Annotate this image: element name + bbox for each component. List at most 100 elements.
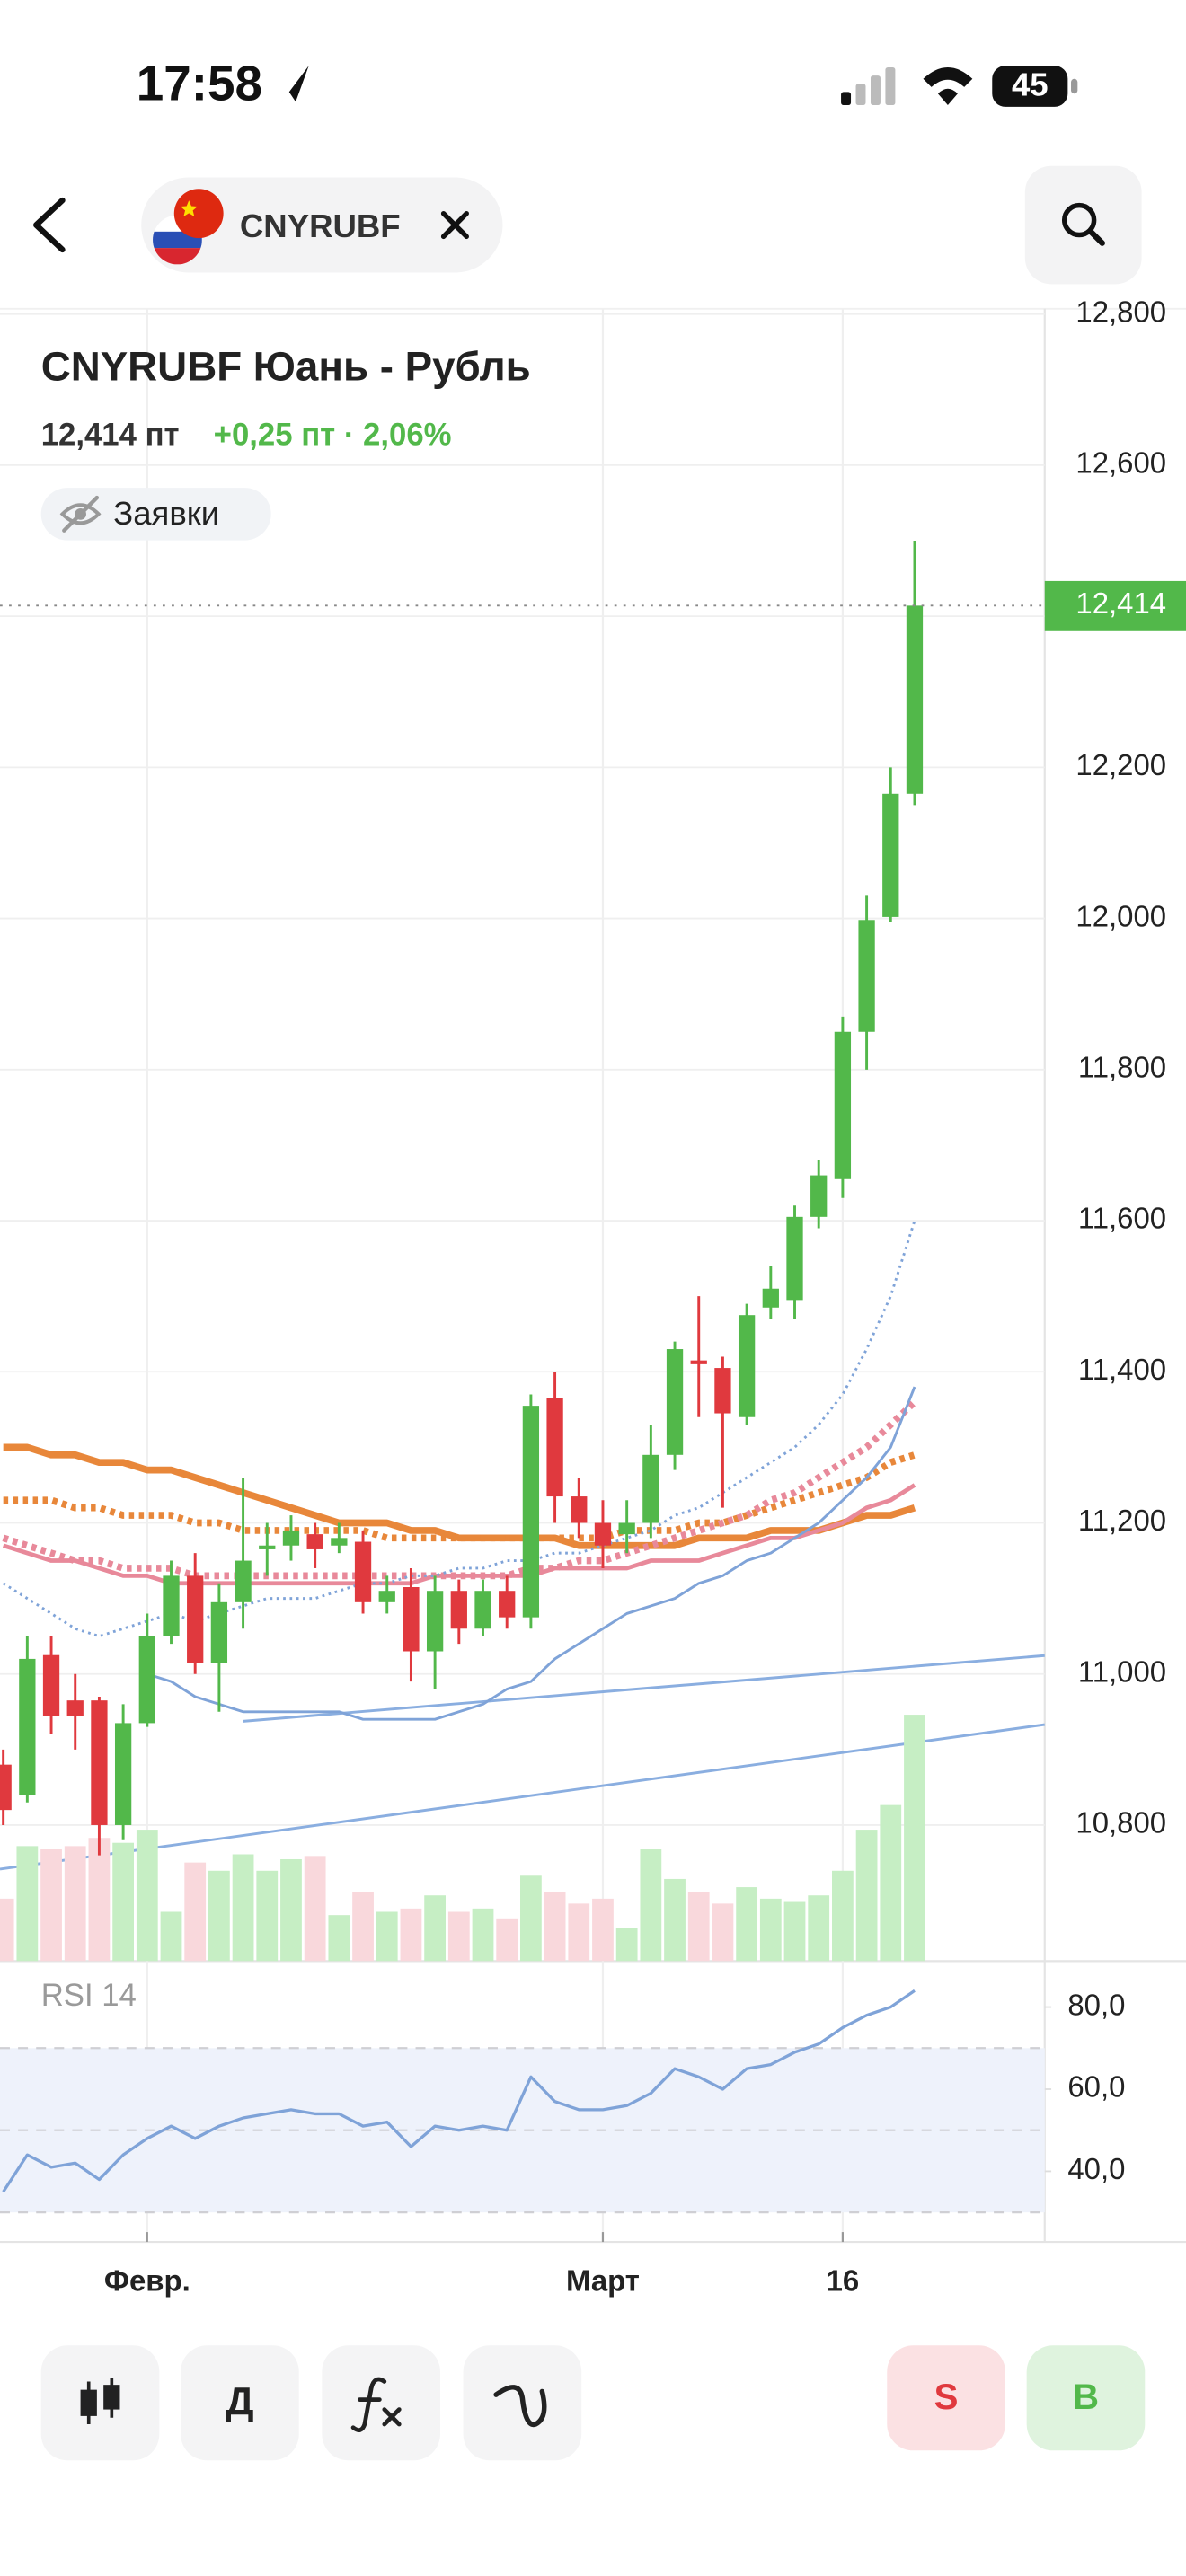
volume-bar (112, 1842, 135, 1962)
candle-body (282, 1530, 300, 1546)
period-button[interactable] (181, 2345, 299, 2461)
volume-bar (687, 1892, 710, 1962)
y-tick-label: 12,200 (1075, 748, 1166, 781)
candle-body (306, 1534, 323, 1549)
search-icon (1061, 202, 1097, 238)
candle-body (522, 1406, 540, 1618)
y-tick-label: 12,600 (1075, 446, 1166, 480)
volume-bar (808, 1895, 830, 1962)
cny-flag (173, 189, 224, 239)
clock: 17:58 (137, 55, 262, 110)
last-price-label: 12,414 (1075, 587, 1166, 620)
indicators-icon (350, 2377, 402, 2432)
volume-bar (855, 1830, 878, 1962)
indicators-button[interactable] (322, 2345, 440, 2461)
close-ticker[interactable] (440, 210, 469, 240)
volume-bar (16, 1846, 39, 1962)
volume-bar (304, 1856, 326, 1962)
volume-bar (664, 1878, 686, 1962)
x-tick-label: Февр. (104, 2263, 190, 2297)
volume-bar (496, 1918, 518, 1962)
volume-bar (615, 1928, 638, 1962)
candle-body (331, 1538, 348, 1546)
candle-body (138, 1636, 155, 1724)
candle-body (834, 1031, 852, 1179)
volume-bar (160, 1911, 182, 1962)
moving-average (2, 1483, 916, 1586)
candle-body (426, 1591, 444, 1652)
search-button[interactable] (1024, 165, 1142, 285)
candle-body (0, 1764, 12, 1811)
buy-button[interactable] (1026, 2345, 1146, 2451)
back-button[interactable] (33, 197, 66, 253)
volume-bar (88, 1838, 111, 1962)
candle-body (210, 1601, 228, 1663)
battery-level: 45 (1012, 66, 1049, 103)
price-chart: Февр.Март1612,80012,60012,40012,20012,00… (0, 295, 1186, 2297)
volume-bar (400, 1908, 422, 1962)
volume-bar (256, 1870, 279, 1962)
candle-body (714, 1368, 731, 1414)
orders-toggle[interactable] (40, 488, 271, 541)
y-tick-label: 80,0 (1067, 1988, 1125, 2021)
candle-body (66, 1700, 84, 1716)
volume-bar (904, 1715, 925, 1962)
candle-body (91, 1700, 108, 1825)
candle-body (378, 1591, 395, 1602)
candle-body (882, 793, 899, 917)
y-tick-label: 12,000 (1075, 899, 1166, 932)
candle-body (403, 1586, 420, 1652)
candle-body (235, 1560, 252, 1602)
search-icon-handle (1087, 228, 1105, 246)
trend-line (0, 1723, 1045, 1871)
candle-body (354, 1541, 372, 1602)
candle-body (259, 1545, 276, 1549)
volume-bar (568, 1903, 590, 1962)
volume-bar (0, 1898, 14, 1962)
volume-bar (376, 1911, 398, 1962)
chart-type-button[interactable] (40, 2345, 160, 2461)
sell-button[interactable] (887, 2345, 1005, 2451)
sell-label: S (934, 2377, 959, 2417)
volume-bar (880, 1804, 902, 1962)
y-tick-label: 12,800 (1075, 295, 1166, 328)
moving-average (3, 1451, 916, 1542)
volume-bar (759, 1898, 782, 1962)
candle-body (474, 1591, 491, 1629)
last-price-tag (1044, 580, 1186, 631)
candle-body (42, 1654, 60, 1716)
volume-bar (592, 1898, 614, 1962)
status-bar: 17:58 45 (137, 55, 1078, 110)
rsi-line (2, 1989, 916, 2193)
volume-bar (783, 1901, 806, 1962)
volume-bar (736, 1887, 758, 1962)
volume-bar (40, 1849, 62, 1962)
flag-star (180, 200, 198, 217)
volume-bar (232, 1854, 254, 1962)
volume-bar (520, 1875, 542, 1962)
ticker-pill[interactable] (141, 177, 503, 273)
x-tick-label: Март (566, 2263, 640, 2297)
chart-info: CNYRUBF Юань - Рубль 12,414 пт +0,25 пт … (40, 344, 531, 541)
volume-bar (832, 1870, 854, 1962)
location-icon (279, 66, 309, 106)
trend-line (243, 1654, 1045, 1723)
candle-body (906, 605, 924, 794)
moving-average (2, 1220, 916, 1638)
period-label: Д (226, 2380, 253, 2424)
volume-bar (447, 1911, 470, 1962)
volume-bar (472, 1908, 494, 1962)
candle-body (19, 1658, 36, 1795)
candle-body (690, 1360, 707, 1364)
volume-bar (184, 1862, 207, 1962)
candle-body (499, 1591, 516, 1618)
x-tick-label: 16 (827, 2263, 860, 2297)
candle-body (571, 1496, 588, 1523)
volume-bar (712, 1903, 734, 1962)
candle-body (762, 1288, 779, 1308)
signal-icon (841, 66, 896, 106)
buy-label: B (1073, 2377, 1099, 2417)
candle-body (738, 1315, 756, 1417)
